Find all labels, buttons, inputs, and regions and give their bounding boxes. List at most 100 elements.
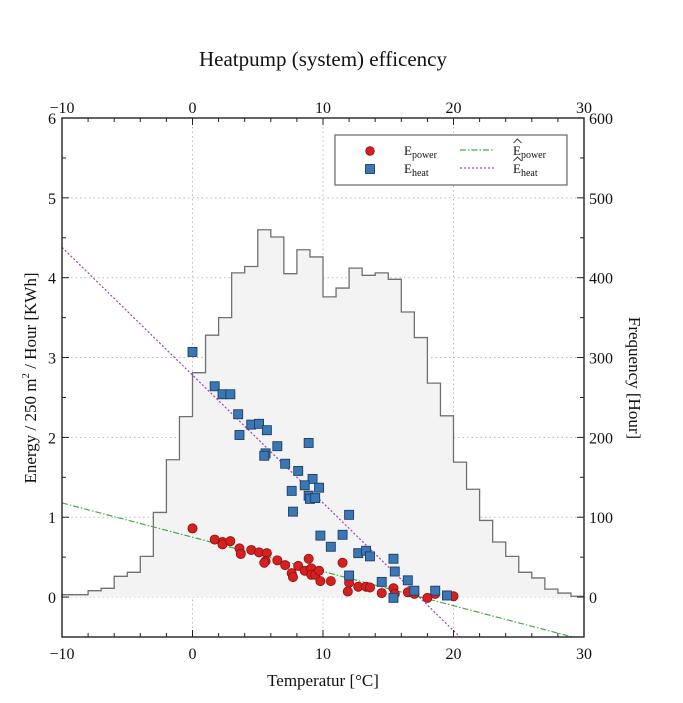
y-tick-label: 6 [48,111,56,128]
point-e-heat [314,482,325,493]
point-e-heat [254,418,265,429]
legend-marker-e-heat [365,164,375,174]
point-e-heat [365,551,375,562]
x-tick-label-top: 10 [315,100,331,117]
fit-line-e-power [61,502,573,638]
point-e-heat [409,585,420,596]
histogram-fill [62,229,584,598]
point-e-power [342,586,353,597]
point-e-power [272,555,283,566]
point-e-heat [288,506,298,517]
y2-tick-label: 100 [589,510,613,527]
point-e-heat [303,438,314,448]
y2-tick-label: 400 [589,271,613,288]
legend-label-sub: heat [521,168,538,179]
y-tick-label: 3 [48,351,56,368]
point-e-heat [259,450,270,461]
point-e-power [422,592,433,603]
x-tick-label-top: 0 [189,100,197,117]
point-e-heat [337,529,348,540]
point-e-heat [442,590,452,601]
legend-label-sub: heat [412,168,429,179]
point-e-power [235,548,246,559]
legend-label-sub: power [521,150,547,161]
data-points [187,346,459,603]
point-e-power [187,523,198,534]
x-tick-label-bottom: −10 [49,646,74,663]
y2-axis-label: Frequency [Hour] [625,317,644,439]
legend-label: Eheat [513,161,538,179]
point-e-heat [225,389,236,400]
point-e-power [376,588,387,599]
point-e-power [314,565,325,576]
point-e-power [325,576,336,587]
point-e-heat [325,541,336,552]
y-tick-label: 2 [48,430,56,447]
legend-label: Epower [513,143,547,161]
legend-label-main: E [513,143,521,158]
point-e-heat [388,553,399,564]
point-e-heat [389,566,400,577]
y-axis-label-sup: 2 [20,373,32,379]
point-e-heat [344,509,355,520]
histogram [61,229,585,598]
y-tick-label: 0 [48,590,56,607]
point-e-heat [272,441,283,452]
legend-label: Epower [404,143,438,161]
chart-title: Heatpump (system) efficency [199,47,448,71]
tick-labels: −10−100010102020303001234560100200300400… [48,100,613,663]
y2-tick-label: 0 [589,590,597,607]
y-axis-label-rest: / Hour [KWh] [21,272,40,373]
point-e-heat [388,592,399,603]
y2-tick-label: 300 [589,351,613,368]
point-e-power [287,572,298,583]
point-e-power [259,557,270,568]
point-e-heat [402,575,413,586]
point-e-heat [234,430,245,440]
y2-tick-label: 600 [589,111,613,128]
point-e-heat [299,480,310,491]
legend-marker-e-power [365,146,375,156]
point-e-power [364,582,375,593]
point-e-heat [307,473,318,484]
point-e-heat [187,346,198,357]
x-tick-label-top: −10 [49,100,74,117]
point-e-heat [280,458,291,469]
legend-label-main: E [404,161,412,176]
x-tick-label-top: 20 [446,100,462,117]
histogram-outline [61,229,585,598]
y-tick-label: 5 [48,191,56,208]
y2-tick-label: 500 [589,191,613,208]
y-axis-label: Energy / 250 m2 / Hour [KWh] [20,272,40,483]
y2-tick-label: 200 [589,430,613,447]
legend-label-main: E [513,161,521,176]
point-e-heat [430,585,441,596]
legend-hat-icon [513,138,522,144]
x-tick-label-bottom: 30 [576,646,592,663]
legend-label-sub: power [412,150,438,161]
x-axis-label: Temperatur [°C] [267,671,379,690]
y-axis-label-main: Energy / 250 m [21,379,40,484]
point-e-heat [376,576,387,587]
x-tick-label-bottom: 10 [315,646,331,663]
point-e-heat [344,570,355,581]
point-e-heat [261,425,272,436]
point-e-heat [286,485,297,496]
legend-label-main: E [404,143,412,158]
legend-box [334,134,568,186]
point-e-heat [293,465,304,476]
point-e-heat [310,493,321,504]
point-e-heat [315,530,326,541]
y-tick-label: 4 [48,271,56,288]
legend-label: Eheat [404,161,429,179]
point-e-heat [233,409,244,420]
point-e-heat [209,381,220,392]
x-tick-label-bottom: 0 [189,646,197,663]
point-e-power [337,557,348,568]
point-e-power [225,536,236,547]
x-tick-label-bottom: 20 [446,646,462,663]
legend-hat-icon [513,156,522,162]
point-e-power [280,560,291,571]
